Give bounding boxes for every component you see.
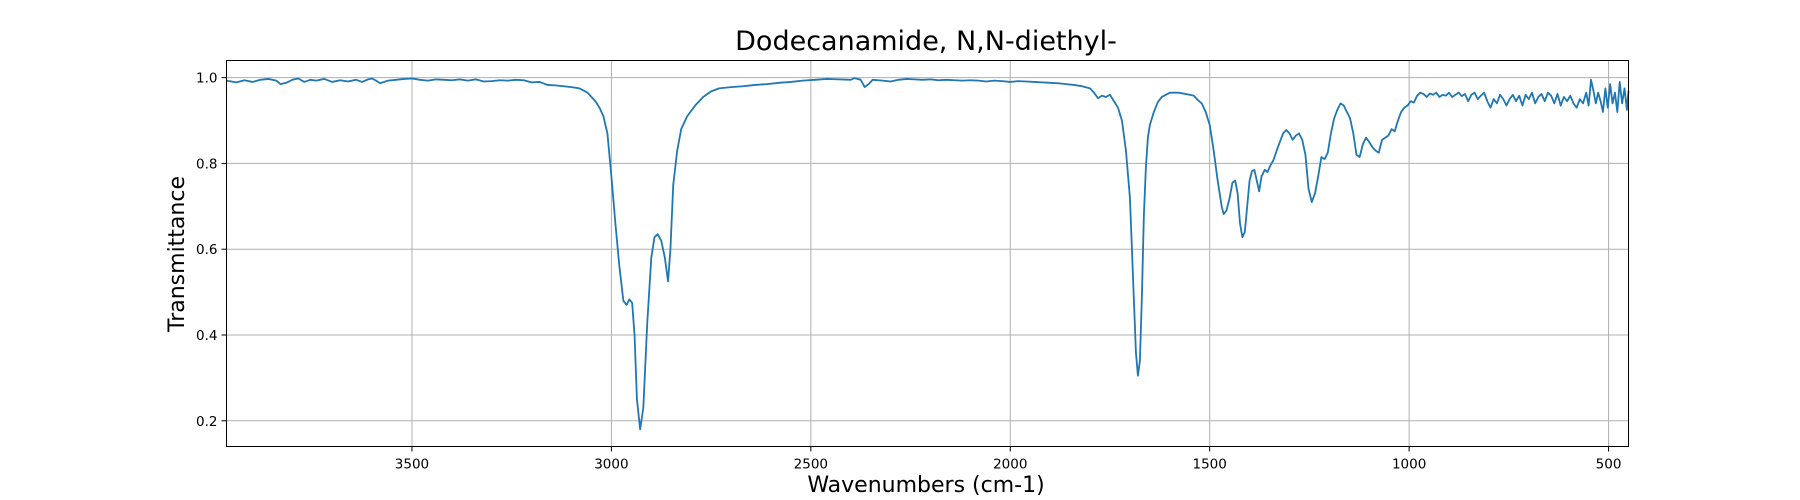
y-tick-label: 0.6 (196, 242, 217, 258)
x-tick-label: 2000 (993, 457, 1027, 473)
x-tick-label: 3500 (395, 457, 429, 473)
y-tick-label: 0.8 (196, 156, 217, 172)
spectrum-line (226, 77, 1630, 431)
chart-title: Dodecanamide, N,N-diethyl- (735, 26, 1117, 57)
y-tick-label: 0.4 (196, 328, 217, 344)
x-tick-label: 2500 (794, 457, 828, 473)
x-tick-label: 3000 (594, 457, 628, 473)
y-axis-label: Transmittance (165, 176, 190, 333)
grid (226, 60, 1629, 447)
x-tick-label: 1500 (1193, 457, 1227, 473)
y-tick-label: 1.0 (196, 71, 217, 87)
axis-ticks: 3500 3000 2500 2000 1500 1000 500 0.2 0.4 0.6 0.8 1… (196, 71, 1621, 473)
x-axis-label: Wavenumbers (cm-1) (807, 473, 1044, 498)
x-tick-label: 500 (1596, 457, 1622, 473)
x-tick-label: 1000 (1392, 457, 1426, 473)
plot-frame (226, 60, 1629, 447)
y-tick-label: 0.2 (196, 414, 217, 430)
